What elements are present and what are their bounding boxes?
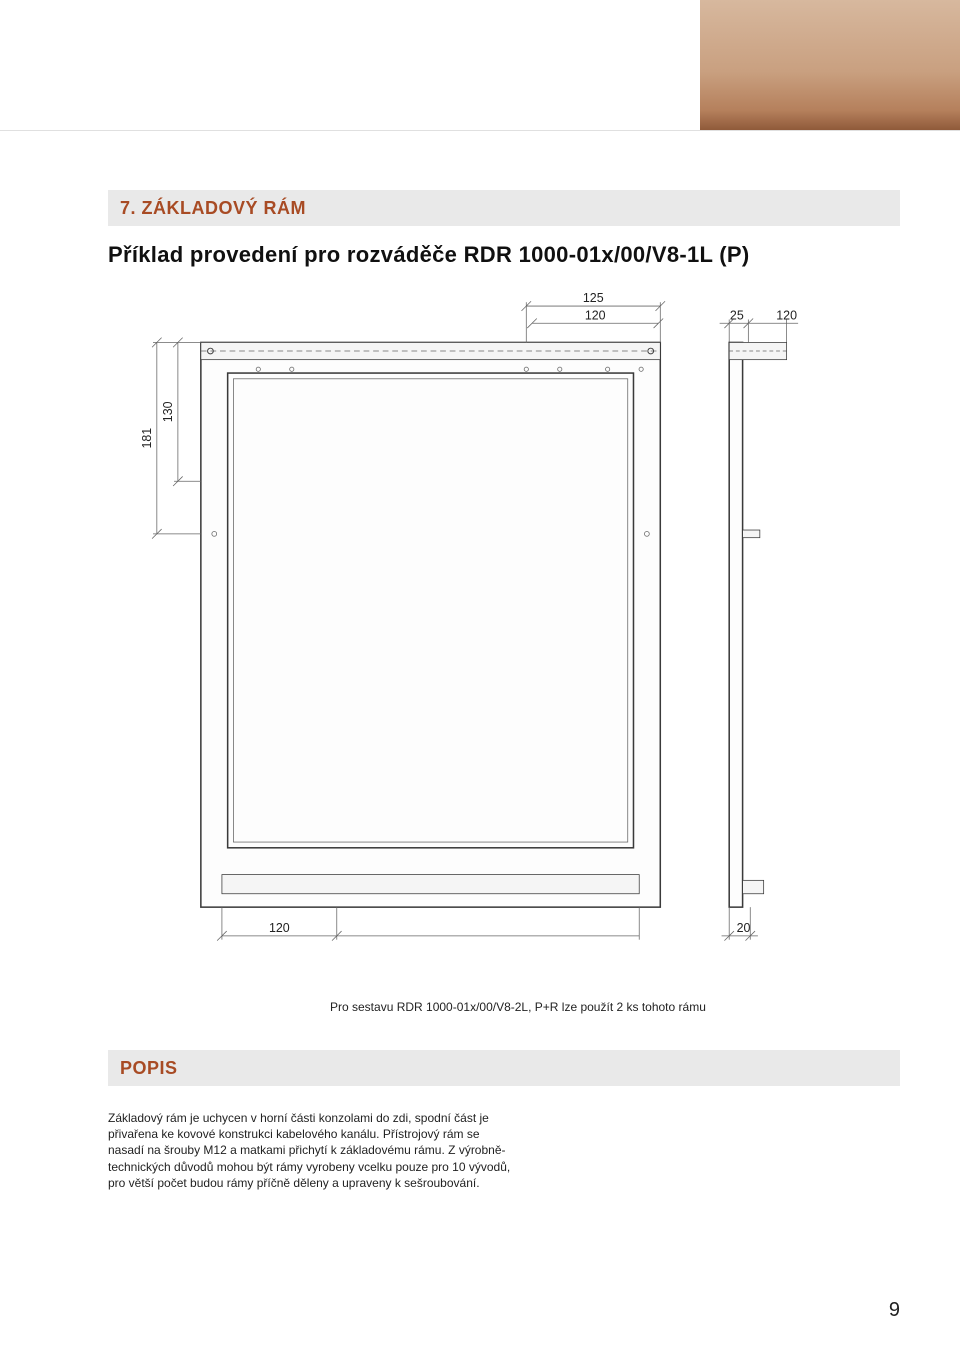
svg-text:181: 181 — [140, 428, 154, 449]
svg-text:120: 120 — [585, 308, 606, 322]
svg-text:20: 20 — [737, 921, 751, 935]
section-heading-bar: 7. ZÁKLADOVÝ RÁM — [108, 190, 900, 226]
drawing-svg: 125 120 25 120 181 130 120 20 — [108, 285, 868, 955]
svg-text:125: 125 — [583, 291, 604, 305]
top-strip-divider — [0, 130, 960, 131]
svg-text:120: 120 — [776, 308, 797, 322]
popis-body: Základový rám je uchycen v horní části k… — [108, 1110, 518, 1191]
svg-text:120: 120 — [269, 921, 290, 935]
section-heading: 7. ZÁKLADOVÝ RÁM — [106, 190, 320, 226]
svg-text:130: 130 — [161, 401, 175, 422]
top-strip-gradient — [700, 0, 960, 130]
section-subtitle: Příklad provedení pro rozváděče RDR 1000… — [108, 242, 750, 268]
svg-text:25: 25 — [730, 308, 744, 322]
popis-heading: POPIS — [106, 1050, 192, 1086]
technical-drawing: 125 120 25 120 181 130 120 20 — [108, 285, 868, 955]
page-number: 9 — [889, 1299, 900, 1322]
assembly-note: Pro sestavu RDR 1000-01x/00/V8-2L, P+R l… — [330, 1000, 706, 1014]
popis-heading-bar: POPIS — [108, 1050, 900, 1086]
top-strip — [0, 0, 960, 130]
